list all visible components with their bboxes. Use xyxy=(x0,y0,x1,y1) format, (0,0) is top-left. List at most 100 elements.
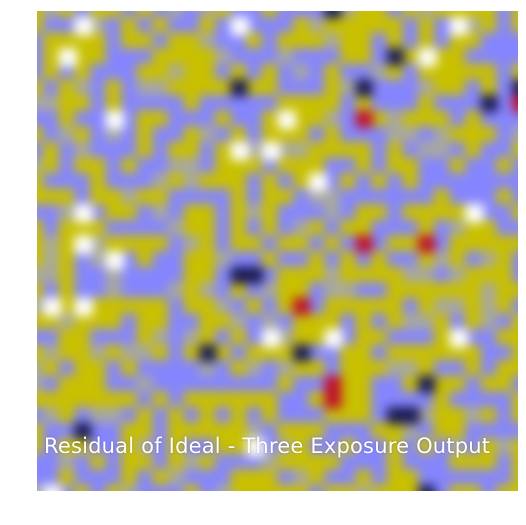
residual-cell xyxy=(386,204,404,221)
residual-cell xyxy=(465,360,482,377)
residual-cell xyxy=(37,32,44,49)
hot-spot xyxy=(355,110,373,128)
residual-cell xyxy=(308,391,326,408)
residual-cell xyxy=(105,95,122,112)
residual-cell xyxy=(214,32,232,49)
residual-cell xyxy=(168,344,185,361)
residual-cell xyxy=(214,173,232,190)
residual-cell xyxy=(308,422,326,439)
residual-cell xyxy=(230,157,247,174)
residual-cell xyxy=(433,407,451,424)
residual-cell xyxy=(58,32,75,49)
residual-cell xyxy=(340,485,357,491)
residual-cell xyxy=(246,95,263,112)
residual-cell xyxy=(371,391,388,408)
residual-cell xyxy=(324,313,341,330)
residual-cell xyxy=(465,32,482,49)
residual-cell xyxy=(183,188,200,205)
residual-cell xyxy=(433,235,451,252)
residual-cell xyxy=(152,141,169,159)
residual-cell xyxy=(183,329,200,346)
residual-cell xyxy=(246,126,263,143)
residual-cell xyxy=(152,391,169,408)
residual-cell xyxy=(152,235,169,252)
residual-cell xyxy=(511,375,518,393)
residual-cell xyxy=(43,48,60,65)
residual-cell xyxy=(355,391,372,408)
residual-cell xyxy=(449,79,466,96)
residual-cell xyxy=(355,438,372,455)
residual-cell xyxy=(121,344,138,361)
residual-cell xyxy=(152,126,169,143)
residual-cell xyxy=(214,438,232,455)
residual-cell xyxy=(89,235,107,252)
residual-cell xyxy=(74,313,91,330)
residual-cell xyxy=(371,375,388,393)
residual-cell xyxy=(324,141,341,159)
residual-cell xyxy=(340,391,357,408)
residual-cell xyxy=(43,438,60,455)
residual-image: Residual of Ideal - Three Exposure Outpu… xyxy=(37,11,518,491)
residual-cell xyxy=(386,282,404,299)
residual-cell xyxy=(214,469,232,486)
residual-cell xyxy=(371,251,388,268)
residual-cell xyxy=(371,173,388,190)
residual-cell xyxy=(261,469,279,486)
residual-cell xyxy=(465,485,482,491)
residual-cell xyxy=(58,95,75,112)
residual-cell xyxy=(152,219,169,237)
residual-cell xyxy=(496,95,513,112)
bright-spot xyxy=(58,48,78,67)
residual-cell xyxy=(199,297,216,315)
residual-cell xyxy=(199,11,216,18)
residual-cell xyxy=(480,469,497,486)
residual-cell xyxy=(340,141,357,159)
residual-cell xyxy=(136,126,154,143)
residual-cell xyxy=(293,173,310,190)
residual-cell xyxy=(261,95,279,112)
residual-cell xyxy=(386,344,404,361)
residual-cell xyxy=(402,266,419,283)
residual-cell xyxy=(418,63,435,81)
residual-cell xyxy=(402,32,419,49)
residual-cell xyxy=(246,17,263,34)
residual-cell xyxy=(261,266,279,283)
residual-cell xyxy=(37,391,44,408)
residual-cell xyxy=(418,453,435,471)
residual-cell xyxy=(105,485,122,491)
residual-cell xyxy=(386,11,404,18)
residual-cell xyxy=(293,188,310,205)
residual-cell xyxy=(418,79,435,96)
residual-cell xyxy=(214,344,232,361)
residual-cell xyxy=(402,485,419,491)
residual-cell xyxy=(324,438,341,455)
residual-cell xyxy=(402,360,419,377)
residual-cell xyxy=(355,297,372,315)
residual-cell xyxy=(43,329,60,346)
residual-cell xyxy=(152,95,169,112)
residual-cell xyxy=(246,407,263,424)
residual-cell xyxy=(340,344,357,361)
residual-cell xyxy=(152,297,169,315)
residual-cell xyxy=(214,79,232,96)
residual-cell xyxy=(37,11,44,18)
residual-cell xyxy=(293,453,310,471)
residual-cell xyxy=(324,17,341,34)
residual-cell xyxy=(496,79,513,96)
residual-cell xyxy=(183,282,200,299)
residual-cell xyxy=(121,188,138,205)
residual-cell xyxy=(199,48,216,65)
residual-cell xyxy=(418,329,435,346)
residual-cell xyxy=(402,204,419,221)
residual-cell xyxy=(277,453,294,471)
residual-cell xyxy=(261,282,279,299)
residual-cell xyxy=(183,63,200,81)
residual-cell xyxy=(308,188,326,205)
residual-cell xyxy=(496,485,513,491)
residual-cell xyxy=(277,204,294,221)
residual-cell xyxy=(293,266,310,283)
residual-cell xyxy=(199,79,216,96)
residual-cell xyxy=(511,235,518,252)
residual-cell xyxy=(136,453,154,471)
residual-cell xyxy=(136,79,154,96)
